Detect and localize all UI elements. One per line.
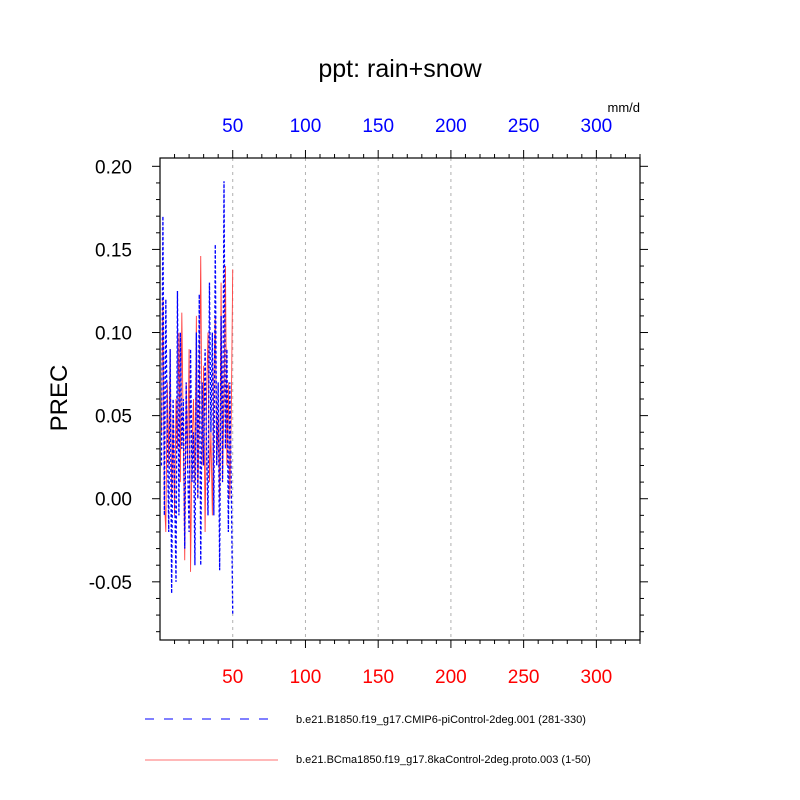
series-layer — [160, 181, 234, 616]
x-tick-label-top-5: 300 — [581, 116, 613, 137]
x-tick-label-top-1: 100 — [290, 116, 322, 137]
axis-ticks — [152, 150, 648, 648]
x-tick-label-top-3: 200 — [435, 116, 467, 137]
x-tick-label-bottom-5: 300 — [581, 667, 613, 688]
y-tick-label-0: -0.05 — [89, 573, 132, 594]
y-tick-label-4: 0.15 — [95, 240, 132, 261]
y-tick-label-5: 0.20 — [95, 157, 132, 178]
x-tick-label-bottom-1: 100 — [290, 667, 322, 688]
chart-title: ppt: rain+snow — [318, 55, 482, 83]
x-tick-label-top-4: 250 — [508, 116, 540, 137]
legend-label-series-1: b.e21.B1850.f19_g17.CMIP6-piControl-2deg… — [296, 714, 586, 726]
y-tick-label-2: 0.05 — [95, 407, 132, 428]
y-tick-label-3: 0.10 — [95, 324, 132, 345]
y-tick-labels: -0.05 0.00 0.05 0.10 0.15 0.20 — [89, 157, 132, 594]
x-tick-label-bottom-4: 250 — [508, 667, 540, 688]
y-tick-label-1: 0.00 — [95, 490, 132, 511]
legend: b.e21.B1850.f19_g17.CMIP6-piControl-2deg… — [145, 714, 591, 766]
x-tick-label-bottom-3: 200 — [435, 667, 467, 688]
x-tick-labels-bottom: 50 100 150 200 250 300 — [222, 667, 612, 688]
x-tick-label-bottom-0: 50 — [222, 667, 243, 688]
units-label: mm/d — [608, 100, 641, 115]
y-axis-label: PREC — [46, 365, 73, 432]
legend-label-series-2: b.e21.BCma1850.f19_g17.8kaControl-2deg.p… — [296, 754, 591, 766]
x-tick-labels-top: 50 100 150 200 250 300 — [222, 116, 612, 137]
x-tick-label-bottom-2: 150 — [362, 667, 394, 688]
x-tick-label-top-2: 150 — [362, 116, 394, 137]
series-line-1 — [160, 181, 234, 616]
x-tick-label-top-0: 50 — [222, 116, 243, 137]
gridlines — [232, 158, 597, 640]
